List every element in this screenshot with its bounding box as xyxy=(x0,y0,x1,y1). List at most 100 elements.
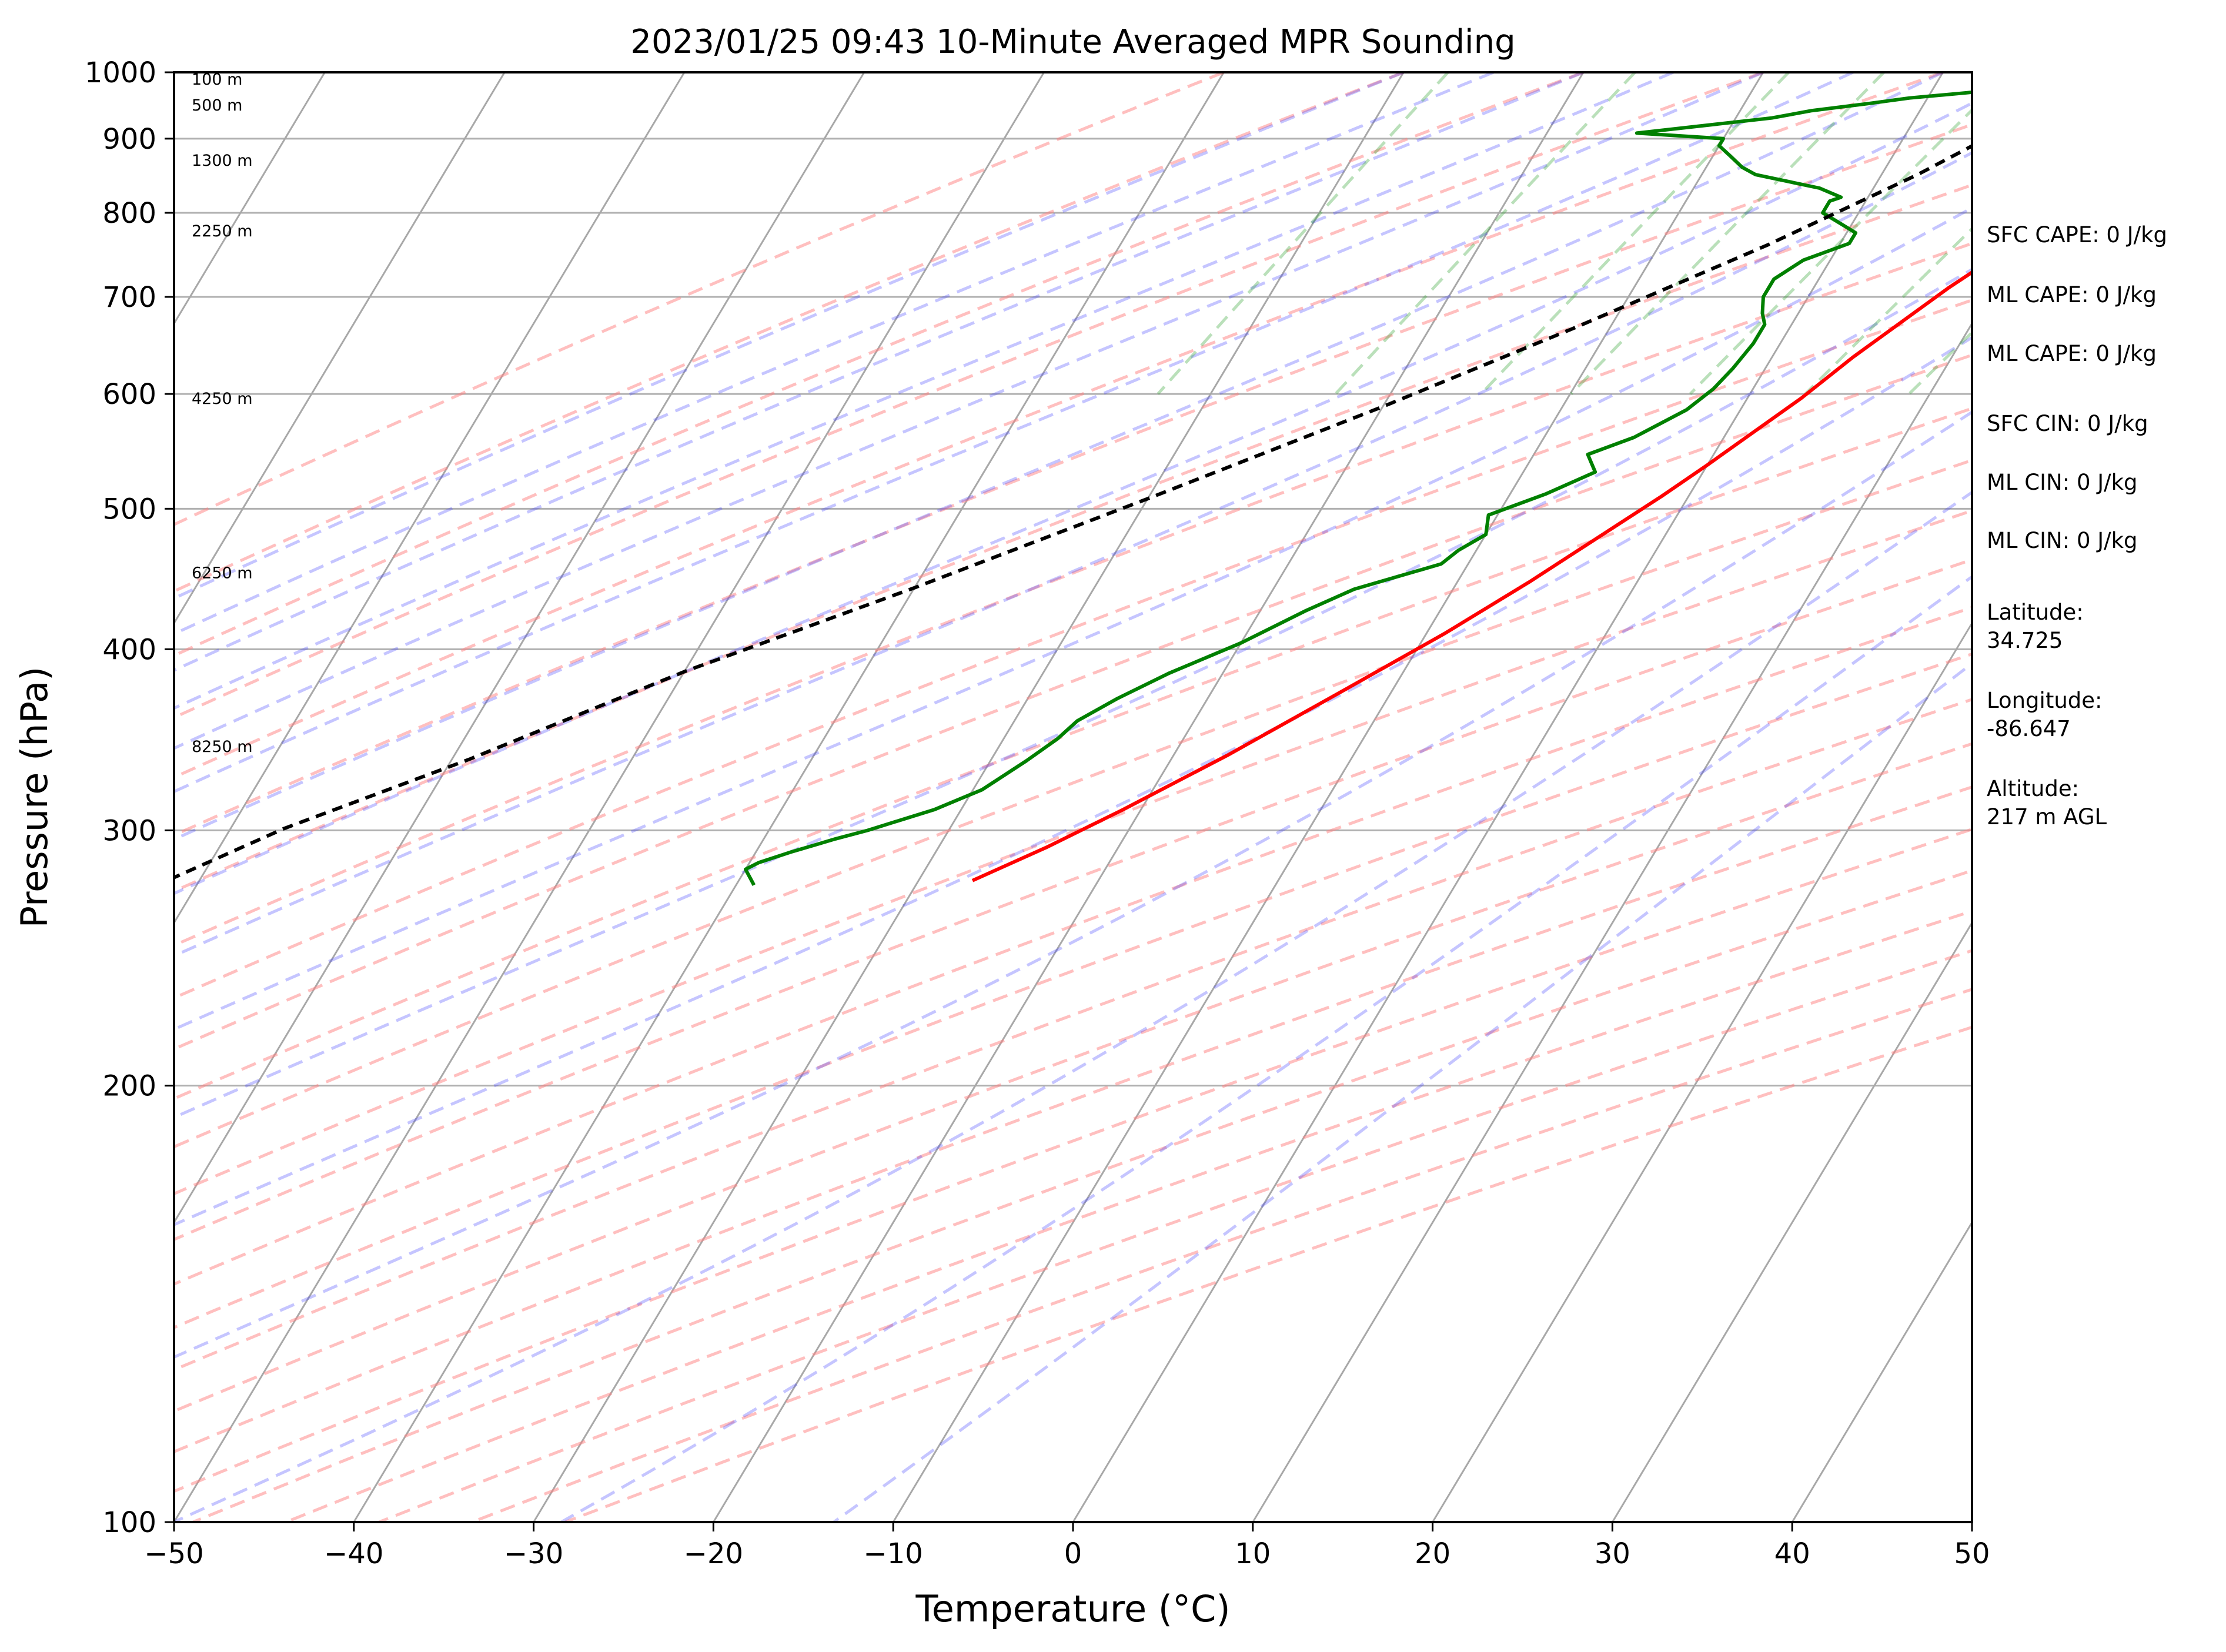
mixing-ratio-line xyxy=(1804,226,1972,395)
mixing-ratio-line xyxy=(1334,72,1636,395)
dry-adiabat-line xyxy=(174,183,1972,893)
mixing-ratio-line xyxy=(1157,72,1449,395)
moist-adiabat-line xyxy=(174,206,1972,1031)
mixing-ratio-line xyxy=(1570,72,1885,395)
dry-adiabat-line xyxy=(174,606,1972,1286)
height-label: 1300 m xyxy=(192,152,253,170)
mixing-ratio-line xyxy=(1689,108,1972,395)
dry-adiabat-line xyxy=(378,949,1972,1522)
dry-adiabat-line xyxy=(174,407,1972,1101)
y-tick-label: 300 xyxy=(102,814,156,847)
height-label: 2250 m xyxy=(192,222,253,240)
dry-adiabat-line xyxy=(174,353,1972,1051)
dry-adiabat-line xyxy=(472,988,1972,1522)
isotherm-line xyxy=(1072,72,1944,1522)
y-tick-label: 800 xyxy=(102,197,156,230)
stats-panel: SFC CAPE: 0 J/kg ML CAPE: 0 J/kg ML CAPE… xyxy=(1987,222,2167,830)
moist-adiabat-line xyxy=(174,101,1972,895)
latitude-value: 34.725 xyxy=(1987,628,2063,653)
dry-adiabat-line xyxy=(174,698,1972,1372)
dry-adiabat-line xyxy=(174,459,1972,1149)
height-label: 500 m xyxy=(192,96,242,115)
x-tick-label: −20 xyxy=(684,1537,743,1570)
dewpoint-line xyxy=(744,90,1972,887)
height-label: 8250 m xyxy=(192,738,253,756)
isotherm-line xyxy=(353,72,1225,1522)
height-labels: 100 m 500 m 1300 m 2250 m 4250 m 6250 m 8250 m xyxy=(192,71,253,756)
x-tick-label: 0 xyxy=(1064,1537,1082,1570)
moist-adiabat-line xyxy=(174,72,1764,750)
temperature-line xyxy=(971,270,1972,882)
height-label: 100 m xyxy=(192,71,242,89)
x-tick-label: 40 xyxy=(1774,1537,1810,1570)
isotherm-line xyxy=(174,72,1045,1522)
moist-adiabat-line xyxy=(174,72,1944,841)
x-tick-label: 10 xyxy=(1235,1537,1271,1570)
dry-adiabat-line xyxy=(174,827,1972,1493)
dry-adiabat-line xyxy=(174,72,1225,526)
isotherm-line xyxy=(1791,1220,1972,1522)
y-tick-label: 400 xyxy=(102,633,156,666)
y-tick-label: 200 xyxy=(102,1070,156,1103)
moist-adiabat-line xyxy=(174,151,1972,958)
y-tick-label: 700 xyxy=(102,281,156,314)
dry-adiabat-line xyxy=(174,558,1972,1242)
x-tick-label: −30 xyxy=(504,1537,563,1570)
moist-adiabat-line xyxy=(560,574,1972,1522)
chart-title: 2023/01/25 09:43 10-Minute Averaged MPR … xyxy=(630,23,1515,61)
y-tick-label: 100 xyxy=(102,1506,156,1539)
y-tick-label: 600 xyxy=(102,378,156,411)
dry-adiabat-line xyxy=(174,72,1764,720)
moist-adiabat-line xyxy=(174,267,1972,1119)
height-label: 6250 m xyxy=(192,564,253,582)
stat-sfc-cin: SFC CIN: 0 J/kg xyxy=(1987,411,2148,436)
mixing-ratio-line xyxy=(1480,72,1790,395)
axis-ticks: −50 −40 −30 −20 −10 0 10 20 30 40 50 100 200 300 400 50… xyxy=(85,56,1990,1570)
isotherm-line xyxy=(1612,921,1972,1522)
isotherm-line xyxy=(174,72,506,625)
series-layer xyxy=(174,90,1972,887)
dry-adiabat-line xyxy=(174,72,1584,657)
isotherm-line xyxy=(174,72,326,326)
dry-adiabat-line xyxy=(192,869,1972,1522)
dry-adiabat-line xyxy=(174,72,1944,780)
dry-adiabat-line xyxy=(174,298,1972,1000)
moist-adiabat-line xyxy=(174,72,1495,636)
moist-adiabat-line xyxy=(174,72,1674,710)
x-tick-label: −40 xyxy=(324,1537,383,1570)
dry-adiabat-line xyxy=(285,909,1972,1522)
x-tick-label: −50 xyxy=(144,1537,203,1570)
stat-sfc-cape: SFC CAPE: 0 J/kg xyxy=(1987,222,2167,248)
longitude-label: Longitude: xyxy=(1987,688,2103,713)
x-tick-label: 50 xyxy=(1954,1537,1990,1570)
x-tick-label: 30 xyxy=(1595,1537,1630,1570)
y-axis-label: Pressure (hPa) xyxy=(13,667,56,928)
altitude-value: 217 m AGL xyxy=(1987,804,2107,830)
mixing-ratio-line xyxy=(2210,72,2226,394)
latitude-label: Latitude: xyxy=(1987,600,2084,625)
stat-ml-cape-2: ML CAPE: 0 J/kg xyxy=(1987,341,2157,366)
isotherm-line xyxy=(1252,322,1972,1522)
stat-ml-cape-1: ML CAPE: 0 J/kg xyxy=(1987,282,2157,307)
isotherm-line xyxy=(1432,621,1972,1522)
isotherm-line xyxy=(174,72,686,925)
longitude-value: -86.647 xyxy=(1987,716,2071,741)
dry-adiabat-line xyxy=(564,1025,1972,1522)
moist-adiabat-line xyxy=(174,336,1972,1226)
moist-adiabat-line xyxy=(174,72,1584,673)
stat-ml-cin-1: ML CIN: 0 J/kg xyxy=(1987,470,2138,495)
stat-ml-cin-2: ML CIN: 0 J/kg xyxy=(1987,528,2138,553)
height-label: 4250 m xyxy=(192,390,253,408)
x-tick-label: −10 xyxy=(864,1537,923,1570)
x-axis-label: Temperature (°C) xyxy=(915,1587,1230,1630)
dry-adiabat-line xyxy=(174,785,1972,1454)
grid-layer xyxy=(174,72,2226,1522)
y-tick-label: 1000 xyxy=(85,56,156,89)
moist-adiabat-line xyxy=(174,490,1972,1522)
moist-adiabat-line xyxy=(833,661,1972,1522)
dry-adiabat-line xyxy=(174,123,1972,837)
parcel-line xyxy=(174,143,1972,879)
y-tick-label: 900 xyxy=(102,123,156,156)
